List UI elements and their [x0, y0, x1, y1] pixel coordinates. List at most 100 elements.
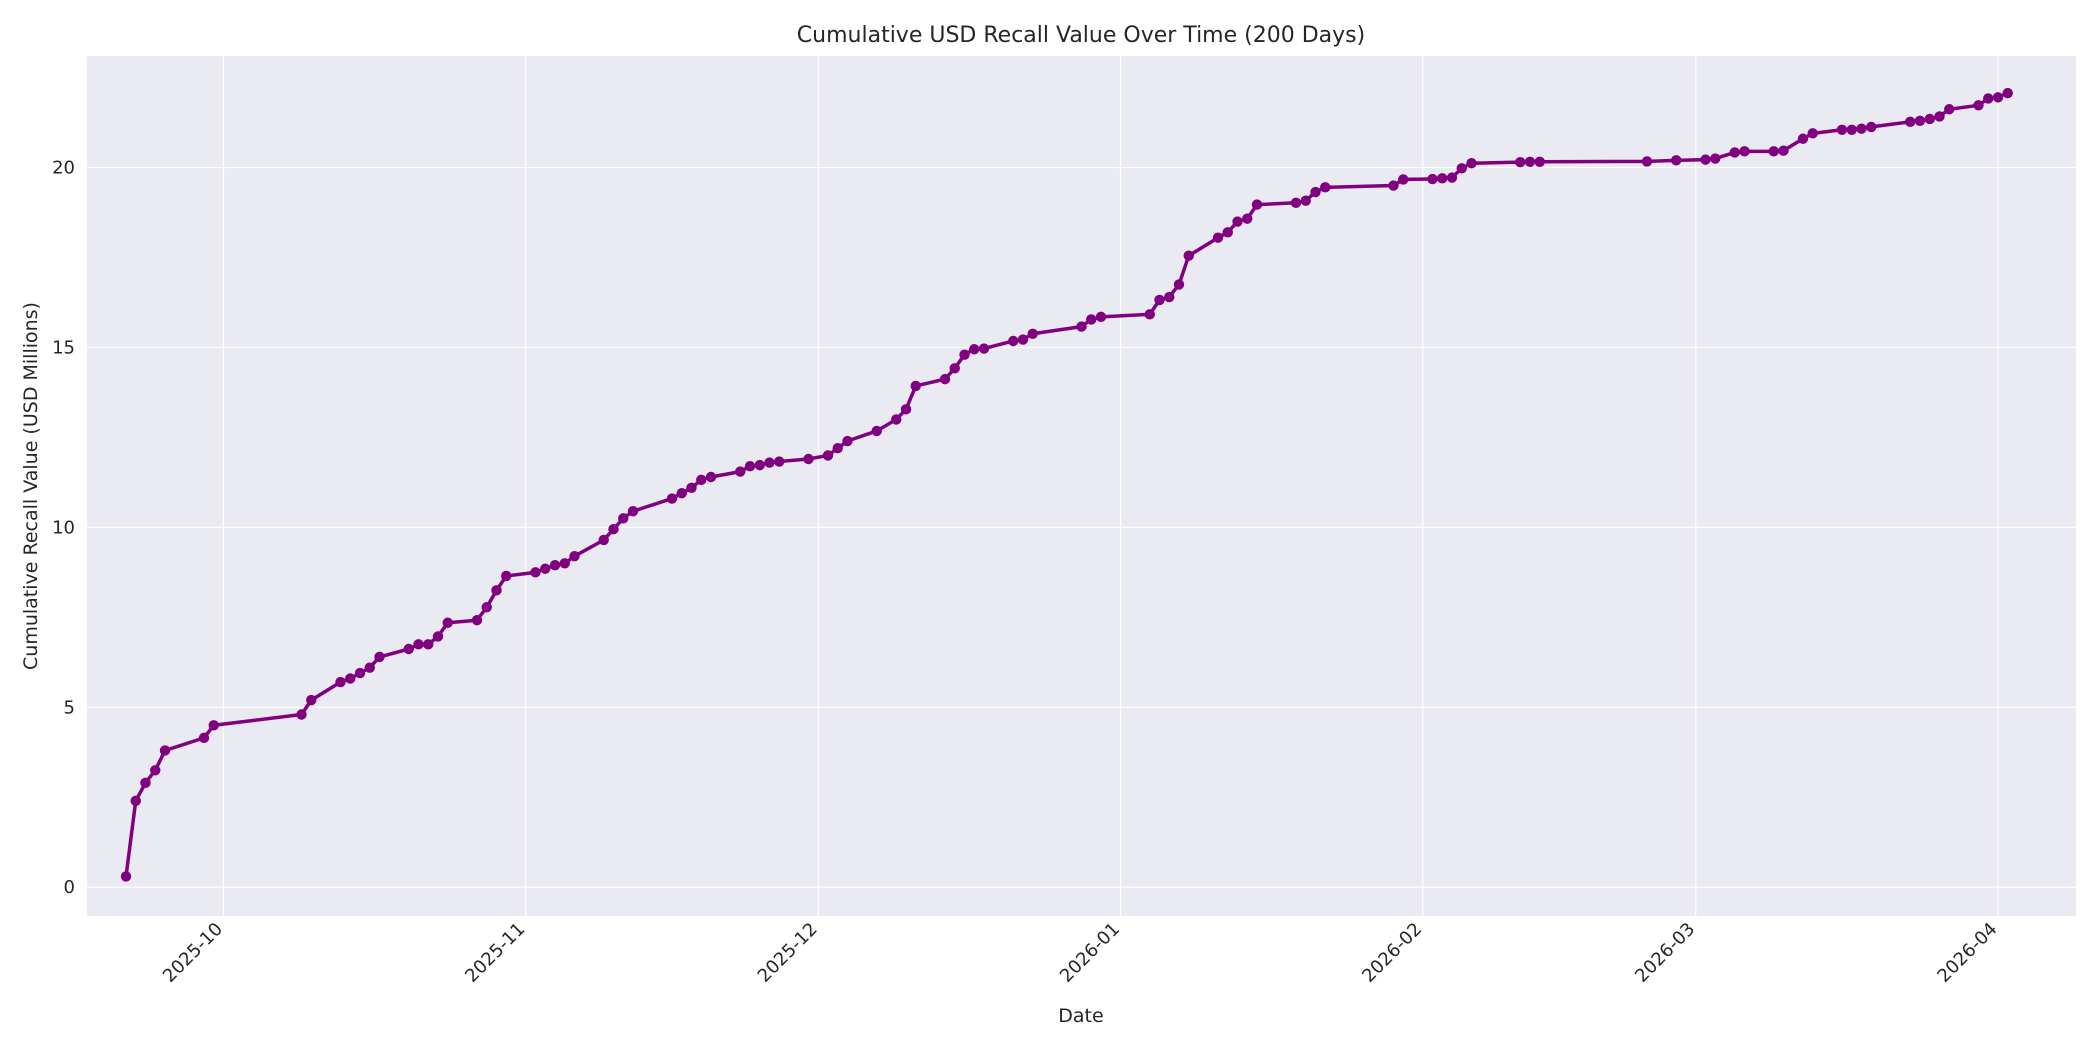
data-point [423, 639, 434, 650]
data-point [696, 474, 707, 486]
data-point [1934, 111, 1945, 122]
data-point [803, 453, 814, 465]
data-point [1242, 213, 1253, 224]
data-point [120, 871, 132, 882]
data-point [939, 373, 951, 385]
data-point [1251, 199, 1263, 210]
data-point [842, 435, 853, 447]
data-point [2002, 87, 2013, 99]
data-point [198, 732, 210, 744]
data-point [1914, 115, 1926, 126]
data-point [1983, 93, 1994, 104]
data-point [608, 523, 619, 535]
data-point [1671, 155, 1682, 166]
data-point [130, 795, 141, 807]
data-point [1515, 156, 1526, 168]
data-point [364, 662, 375, 673]
data-point [1807, 128, 1818, 139]
data-point [1866, 121, 1877, 133]
data-point [1739, 146, 1750, 157]
plot-area [87, 56, 2076, 916]
data-point [559, 558, 570, 569]
data-point [1164, 291, 1175, 303]
data-point [501, 570, 512, 582]
data-point [159, 745, 171, 756]
data-point [978, 343, 990, 354]
y-tick-label: 15 [52, 337, 75, 358]
data-point [1144, 309, 1155, 320]
data-point [1076, 321, 1087, 332]
data-point [666, 493, 678, 504]
data-point [549, 559, 561, 571]
data-point [140, 777, 151, 789]
y-tick-label: 20 [52, 158, 75, 179]
data-point [1212, 232, 1224, 243]
chart-title: Cumulative USD Recall Value Over Time (2… [797, 23, 1365, 48]
data-point [618, 513, 629, 524]
data-point [705, 471, 717, 483]
data-point [1320, 182, 1331, 193]
data-point [569, 550, 580, 562]
data-point [1183, 250, 1194, 261]
data-point [1446, 172, 1458, 183]
data-point [1534, 156, 1545, 167]
data-series [120, 87, 2013, 882]
data-point [1700, 154, 1711, 165]
data-point [1222, 227, 1233, 238]
data-point [1086, 314, 1097, 325]
data-point [891, 414, 902, 425]
data-point [345, 673, 356, 684]
data-point [1856, 123, 1867, 134]
data-point [1017, 334, 1029, 345]
data-point [774, 456, 785, 467]
y-axis-label: Cumulative Recall Value (USD Millions) [20, 302, 42, 670]
data-point [540, 563, 551, 574]
data-point [1398, 174, 1409, 185]
data-point [306, 694, 317, 706]
data-point [150, 765, 161, 776]
data-point [900, 404, 912, 415]
data-point [1232, 216, 1243, 227]
data-point [959, 349, 970, 360]
data-point [1456, 163, 1467, 174]
data-point [1095, 311, 1107, 323]
data-point [1710, 153, 1721, 164]
data-point [735, 466, 746, 477]
data-point [1641, 156, 1653, 167]
data-point [481, 602, 492, 613]
data-point [491, 585, 502, 596]
data-point [627, 505, 639, 517]
data-point [1466, 158, 1477, 169]
data-point [1778, 145, 1789, 156]
data-point [1027, 328, 1038, 339]
data-point [1924, 113, 1935, 125]
data-point [1008, 335, 1019, 347]
data-point [744, 461, 756, 472]
data-point [1173, 279, 1185, 290]
x-axis-label: Date [1058, 1005, 1103, 1027]
data-point [949, 363, 960, 374]
data-point [530, 567, 541, 578]
data-point [1973, 100, 1984, 111]
data-point [1524, 156, 1536, 167]
data-point [1437, 173, 1448, 184]
data-point [686, 482, 697, 493]
data-point [969, 344, 980, 355]
grid-lines [87, 56, 2076, 916]
data-point [754, 459, 765, 471]
data-point [1905, 116, 1916, 128]
data-point [1729, 147, 1740, 158]
data-point [822, 450, 834, 461]
data-point [403, 643, 414, 655]
data-point [1154, 294, 1165, 306]
data-point [208, 720, 219, 731]
data-point [1427, 173, 1438, 185]
data-point [1992, 92, 2004, 103]
data-point [1300, 195, 1311, 206]
data-point [335, 676, 346, 688]
data-point [598, 534, 609, 546]
data-point [413, 639, 424, 650]
data-point [1797, 133, 1809, 144]
